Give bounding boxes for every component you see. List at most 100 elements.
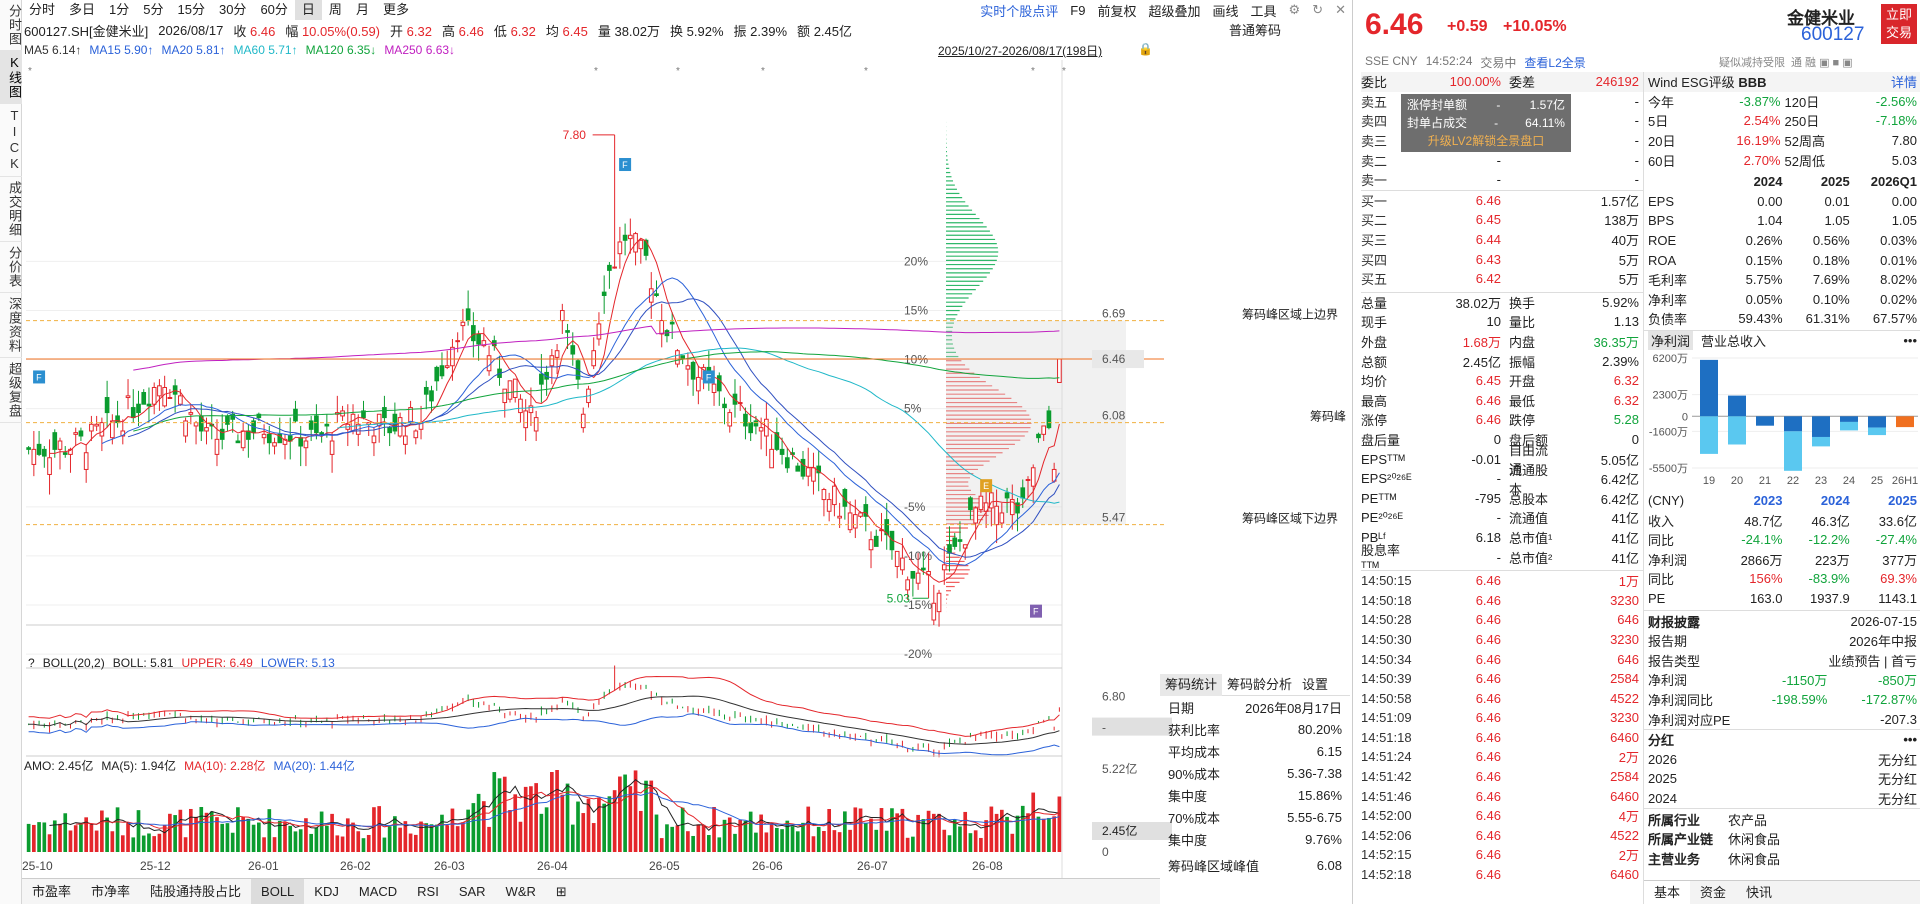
overlay-button[interactable]: 超级叠加 <box>1148 3 1201 19</box>
period-tab-10[interactable]: 更多 <box>382 2 409 17</box>
side-tab-1[interactable]: K线图 <box>0 51 22 104</box>
amo-bar <box>581 813 586 852</box>
amo-bar <box>795 831 800 852</box>
chip-stat-row: 90%成本 5.36-7.38 <box>1160 762 1350 784</box>
stat-value: 1.13 <box>1613 314 1639 330</box>
chip-tab-2[interactable]: 设置 <box>1302 676 1329 692</box>
ratio-cell: 67.57% <box>1872 311 1917 327</box>
bid-price: 6.46 <box>1475 192 1501 208</box>
bid-row[interactable]: 买三 6.44 40万 <box>1361 230 1643 250</box>
amo-bar <box>680 807 685 852</box>
industry-value[interactable]: 休闲食品 <box>1728 832 1781 848</box>
bid-row[interactable]: 买四 6.43 5万 <box>1361 249 1643 269</box>
wb-label: 委比 <box>1361 75 1388 91</box>
adjust-button[interactable]: 前复权 <box>1097 3 1137 19</box>
esg-detail-link[interactable]: 详情 <box>1890 75 1917 91</box>
profit-tab-1[interactable]: 营业总收入 <box>1701 333 1767 349</box>
close-icon[interactable]: ✕ <box>1335 2 1346 17</box>
notice-icons[interactable]: 通 融 ▣ ■ ▣ <box>1791 57 1853 69</box>
stock-review-link[interactable]: 实时个股点评 <box>980 3 1059 19</box>
indicator-tab-2[interactable]: 陆股通持股占比 <box>150 883 242 899</box>
add-tab-icon[interactable]: ⊞ <box>555 883 567 899</box>
x-axis-label: 26-03 <box>434 859 465 873</box>
bid-level: 买一 <box>1361 193 1388 209</box>
bid-row[interactable]: 买一 6.46 1.57亿 <box>1361 191 1643 211</box>
tools-button[interactable]: 工具 <box>1250 3 1277 19</box>
industry-value[interactable]: 农产品 <box>1728 812 1768 828</box>
candle-body <box>931 602 937 621</box>
side-tab-0[interactable]: 分时图 <box>0 0 22 51</box>
lock-icon[interactable]: 🔒 <box>1138 42 1153 56</box>
candle-body <box>512 378 518 399</box>
trade-button[interactable]: 立即交易 <box>1881 4 1917 44</box>
chip-tab-1[interactable]: 筹码龄分析 <box>1227 676 1293 692</box>
candle-body <box>952 537 958 547</box>
help-icon[interactable]: ? <box>28 656 35 670</box>
fundamentals-tab-1[interactable]: 资金 <box>1700 885 1727 900</box>
report-title-row: 财报披露 2026-07-15 <box>1644 611 1920 631</box>
amo-bar <box>136 810 141 852</box>
profit-tab-0[interactable]: 净利润 <box>1648 330 1694 350</box>
gear-icon[interactable]: ⚙ <box>1288 2 1301 17</box>
candle-body <box>659 320 665 335</box>
bid-row[interactable]: 买五 6.42 5万 <box>1361 269 1643 289</box>
bid-row[interactable]: 买二 6.45 138万 <box>1361 210 1643 230</box>
kline-chart[interactable]: 20%15%10%5%-5%-10%-15%-20%25-10 25-12 26-0… <box>22 60 1352 878</box>
indicator-tab-0[interactable]: 市盈率 <box>32 883 72 899</box>
indicator-tab-4[interactable]: KDJ <box>314 883 339 899</box>
indicator-tab-1[interactable]: 市净率 <box>91 883 131 899</box>
report-key: 报告类型 <box>1648 653 1701 669</box>
chip-tab-0[interactable]: 筹码统计 <box>1160 673 1223 696</box>
fundamentals-tab-0[interactable]: 基本 <box>1644 881 1691 904</box>
side-tab-6[interactable]: 超级复盘 <box>0 358 22 423</box>
period-tab-0[interactable]: 分时 <box>29 2 56 17</box>
candle-body <box>617 241 623 255</box>
period-tab-3[interactable]: 5分 <box>143 2 164 17</box>
indicator-tab-5[interactable]: MACD <box>358 883 398 899</box>
f9-button[interactable]: F9 <box>1070 2 1086 18</box>
overlay-mid: - <box>1494 115 1499 130</box>
lv2-upgrade-link[interactable]: 升级LV2解锁全景盘口 <box>1427 133 1545 148</box>
side-tab-2[interactable]: TICK <box>0 104 22 177</box>
period-tab-2[interactable]: 1分 <box>109 2 130 17</box>
side-tab-3[interactable]: 成交明细 <box>0 177 22 242</box>
draw-button[interactable]: 画线 <box>1212 3 1239 19</box>
amo-bar <box>58 823 62 852</box>
side-tab-4[interactable]: 分价表 <box>0 242 22 293</box>
indicator-tab-6[interactable]: RSI <box>417 883 439 899</box>
dividend-value: 无分红 <box>1877 772 1917 788</box>
period-tab-6[interactable]: 60分 <box>260 2 288 17</box>
dividend-section: 分红 ••• 2026 无分红 2025 无分红 2024 无分红 <box>1644 728 1920 808</box>
chip-header[interactable]: 普通筹码 <box>1228 23 1281 38</box>
stat-value: 6.45 <box>1475 373 1501 389</box>
tick-volume: 1万 <box>1618 574 1639 590</box>
fundamentals-tab-2[interactable]: 快讯 <box>1746 885 1773 900</box>
indicator-tab-7[interactable]: SAR <box>458 883 486 899</box>
period-tab-4[interactable]: 15分 <box>177 2 205 17</box>
amt-label: 额 <box>797 23 811 39</box>
period-tab-8[interactable]: 周 <box>328 2 342 17</box>
candle-body <box>722 403 727 409</box>
indicator-tab-3[interactable]: BOLL <box>251 878 305 904</box>
amo-bar <box>686 831 690 852</box>
date-range-label[interactable]: 2025/10/27-2026/08/17(198日) <box>938 44 1103 58</box>
indicator-tab-8[interactable]: W&R <box>505 883 536 899</box>
period-tab-9[interactable]: 月 <box>355 2 369 17</box>
candle-body <box>219 428 225 440</box>
ratio-cell: 0.56% <box>1812 233 1850 249</box>
l2-link[interactable]: 查看L2全景 <box>1524 56 1586 70</box>
side-tab-5[interactable]: 深度资料 <box>0 293 22 358</box>
candle-body <box>287 435 293 442</box>
candle-body <box>387 427 392 434</box>
bid-level: 买三 <box>1361 233 1388 249</box>
industry-value[interactable]: 休闲食品 <box>1728 851 1781 867</box>
ma60-line <box>337 347 1060 504</box>
period-tab-7[interactable]: 日 <box>294 0 322 20</box>
period-tab-5[interactable]: 30分 <box>218 2 247 17</box>
tick-row: 14:50:15 6.46 1万 <box>1361 571 1643 591</box>
period-tab-1[interactable]: 多日 <box>69 2 96 17</box>
refresh-icon[interactable]: ↻ <box>1312 2 1324 17</box>
amo-bar <box>377 806 382 852</box>
more-icon[interactable]: ••• <box>1903 732 1917 748</box>
more-icon[interactable]: ••• <box>1903 332 1917 348</box>
